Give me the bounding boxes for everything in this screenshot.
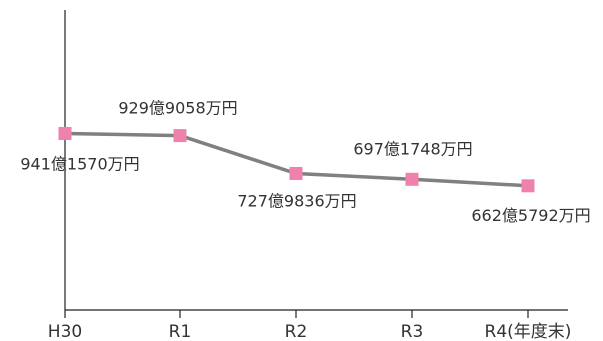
data-label-1: 929億9058万円 — [118, 99, 237, 118]
data-point-3 — [405, 172, 419, 186]
data-label-4: 662億5792万円 — [471, 206, 590, 225]
data-point-4 — [521, 179, 535, 193]
data-point-1 — [173, 129, 187, 143]
data-point-2 — [289, 167, 303, 180]
x-tick-label-0: H30 — [48, 322, 82, 341]
data-label-3: 697億1748万円 — [353, 139, 472, 158]
x-tick-label-2: R2 — [285, 322, 308, 341]
markers-layer — [58, 127, 535, 193]
axes — [64, 10, 568, 318]
labels-layer: H30 R1 R2 R3 R4(年度末) 941億1570万円 929億9058万円 727億… — [20, 99, 590, 341]
data-label-0: 941億1570万円 — [20, 155, 139, 174]
data-point-0 — [58, 127, 72, 140]
x-tick-label-1: R1 — [169, 322, 192, 341]
x-tick-label-4: R4(年度末) — [485, 322, 572, 341]
x-tick-label-3: R3 — [401, 322, 424, 341]
data-label-2: 727億9836万円 — [237, 192, 356, 211]
